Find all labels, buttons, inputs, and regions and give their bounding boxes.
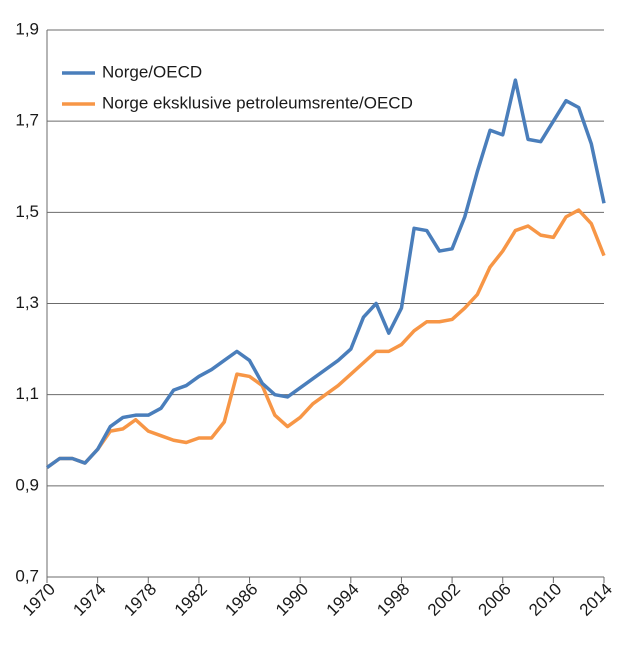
x-tick-label: 1978 — [120, 580, 160, 620]
x-tick-label: 1990 — [272, 580, 312, 620]
x-tick-label: 1970 — [19, 580, 59, 620]
series-line — [45, 208, 606, 470]
legend-label: Norge eksklusive petroleumsrente/OECD — [102, 93, 413, 112]
legend-label: Norge/OECD — [102, 62, 202, 81]
y-tick-label: 1,7 — [15, 111, 39, 130]
x-tick-label: 2002 — [424, 580, 464, 620]
y-tick-label: 1,1 — [15, 384, 39, 403]
y-tick-label: 0,9 — [15, 475, 39, 494]
x-tick-label: 1974 — [69, 580, 109, 620]
x-tick-label: 1986 — [221, 580, 261, 620]
series-line — [45, 78, 606, 470]
y-tick-label: 1,5 — [15, 202, 39, 221]
x-tick-label: 2014 — [576, 580, 616, 620]
x-tick-label: 1998 — [373, 580, 413, 620]
x-tick-label: 1982 — [171, 580, 211, 620]
y-tick-label: 1,3 — [15, 293, 39, 312]
y-tick-label: 1,9 — [15, 19, 39, 38]
y-tick-label: 0,7 — [15, 566, 39, 585]
x-tick-label: 1994 — [323, 580, 363, 620]
x-tick-label: 2006 — [475, 580, 515, 620]
x-tick-label: 2010 — [525, 580, 565, 620]
